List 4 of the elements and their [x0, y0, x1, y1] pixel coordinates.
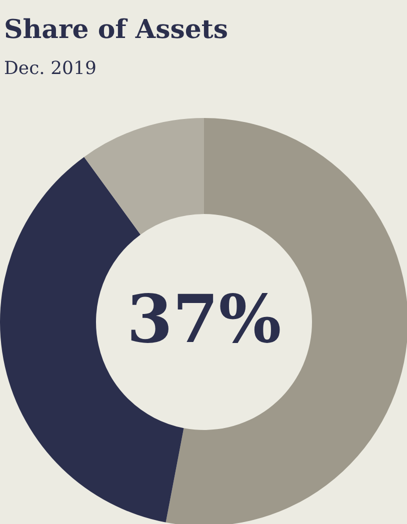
donut-slice	[84, 118, 204, 235]
chart-title: Share of Assets	[4, 15, 228, 45]
text: 37%	[126, 280, 282, 358]
chart-subtitle: Dec. 2019	[4, 58, 96, 79]
